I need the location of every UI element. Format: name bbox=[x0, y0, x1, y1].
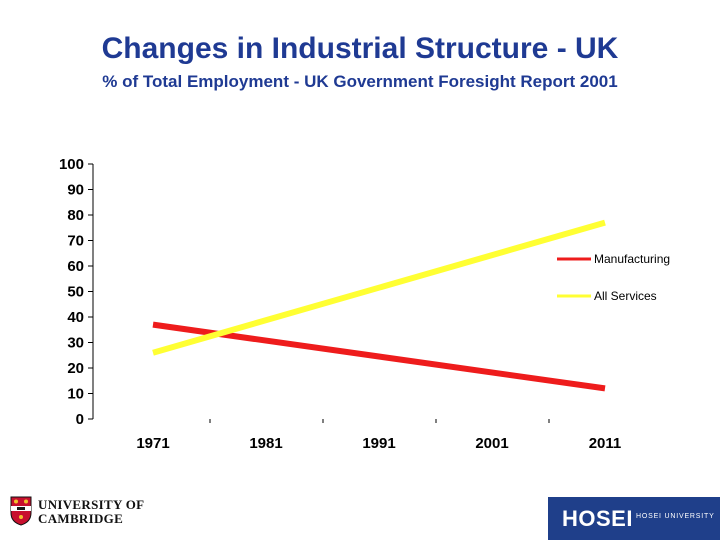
legend-label-all-services: All Services bbox=[594, 289, 657, 303]
y-tick-label: 40 bbox=[67, 309, 84, 326]
chart-subtitle: % of Total Employment - UK Government Fo… bbox=[102, 72, 618, 91]
x-tick-label: 1981 bbox=[249, 435, 282, 452]
y-tick-label: 20 bbox=[67, 360, 84, 377]
x-tick-label: 2001 bbox=[475, 435, 508, 452]
cambridge-line-2: CAMBRIDGE bbox=[38, 511, 124, 526]
hosei-mark: HOSEI bbox=[562, 506, 633, 531]
y-tick-label: 80 bbox=[67, 207, 84, 224]
y-tick-label: 60 bbox=[67, 258, 84, 275]
cambridge-line-1: UNIVERSITY OF bbox=[38, 497, 145, 512]
series-line-manufacturing bbox=[152, 321, 606, 392]
chart-title: Changes in Industrial Structure - UK bbox=[101, 32, 619, 65]
x-tick-label: 1971 bbox=[136, 435, 169, 452]
y-tick-label: 100 bbox=[59, 156, 84, 173]
x-tick-label: 1991 bbox=[362, 435, 395, 452]
y-tick-label: 0 bbox=[76, 411, 84, 428]
y-tick-label: 10 bbox=[67, 386, 84, 403]
hosei-subtitle: HOSEI UNIVERSITY bbox=[636, 513, 715, 520]
x-tick-label: 2011 bbox=[589, 435, 622, 452]
y-tick-label: 30 bbox=[67, 335, 84, 352]
y-tick-label: 50 bbox=[67, 284, 84, 301]
cambridge-logo: UNIVERSITY OF CAMBRIDGE bbox=[10, 496, 160, 530]
y-tick-label: 90 bbox=[67, 182, 84, 199]
y-tick-label: 70 bbox=[67, 233, 84, 250]
cambridge-wordmark: UNIVERSITY OF CAMBRIDGE bbox=[38, 498, 144, 526]
legend-label-manufacturing: Manufacturing bbox=[594, 252, 670, 266]
shield-icon bbox=[10, 496, 32, 526]
series-line-all-services bbox=[152, 219, 606, 356]
hosei-logo: HOSEI HOSEI UNIVERSITY bbox=[548, 497, 720, 540]
